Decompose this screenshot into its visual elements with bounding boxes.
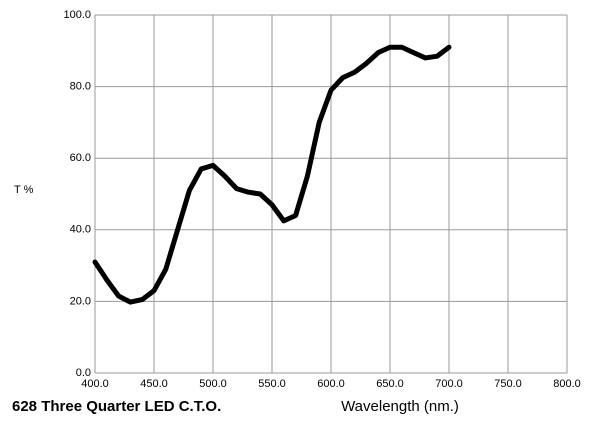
x-tick-label: 400.0 — [81, 378, 109, 390]
x-axis-label: Wavelength (nm.) — [341, 398, 459, 415]
chart-title: 628 Three Quarter LED C.T.O. — [12, 398, 221, 415]
y-axis-label: T % — [14, 184, 34, 196]
y-tick-label: 20.0 — [70, 295, 91, 307]
y-tick-label: 40.0 — [70, 224, 91, 236]
x-tick-label: 600.0 — [317, 378, 345, 390]
y-tick-label: 80.0 — [70, 81, 91, 93]
data-line — [92, 44, 452, 305]
y-tick-label: 100.0 — [63, 9, 91, 21]
x-tick-label: 750.0 — [494, 378, 522, 390]
x-tick-label: 550.0 — [258, 378, 286, 390]
x-tick-label: 700.0 — [435, 378, 463, 390]
x-tick-label: 800.0 — [553, 378, 581, 390]
x-tick-label: 450.0 — [140, 378, 168, 390]
y-tick-label: 60.0 — [70, 152, 91, 164]
x-tick-label: 650.0 — [376, 378, 404, 390]
x-tick-label: 500.0 — [199, 378, 227, 390]
y-tick-label: 0.0 — [76, 367, 91, 379]
